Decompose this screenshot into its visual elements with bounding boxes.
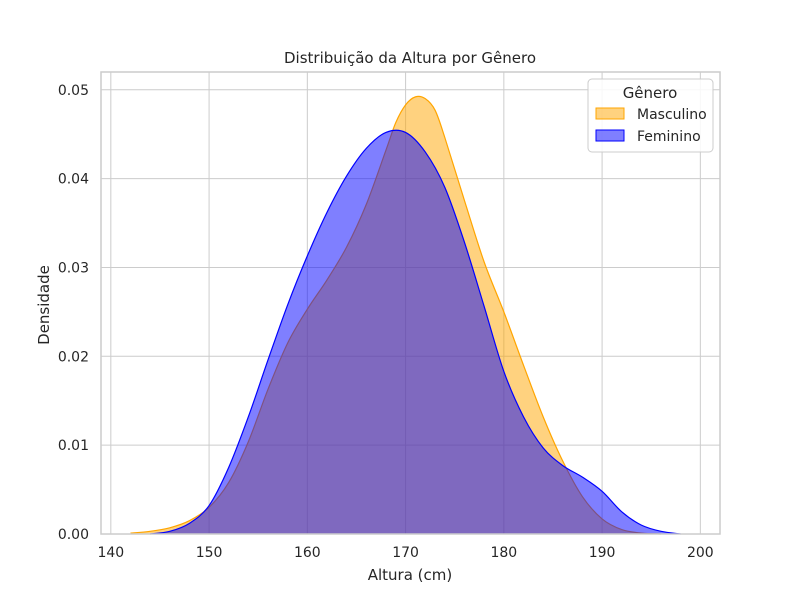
density-line-feminino [150, 129, 681, 535]
y-axis-title: Densidade [35, 265, 53, 345]
plot-frame [100, 71, 721, 535]
x-tick-label: 150 [196, 545, 223, 561]
legend-label-masculino: Masculino [637, 107, 707, 123]
y-tick-label: 0.00 [58, 527, 89, 543]
x-tick-label: 170 [392, 545, 419, 561]
x-tick-label: 160 [294, 545, 321, 561]
density-area-feminino [150, 130, 681, 534]
legend-title: Gênero [623, 84, 678, 102]
y-tick-label: 0.04 [58, 172, 89, 188]
chart-title: Distribuição da Altura por Gênero [284, 49, 536, 67]
x-axis-title: Altura (cm) [368, 566, 453, 584]
y-tick-label: 0.03 [58, 260, 89, 276]
plot-border [100, 71, 721, 535]
legend: Gênero Masculino Feminino [587, 78, 714, 153]
tick-labels: 140 150 160 170 180 190 200 0.00 0.01 0.02 0.03 0.0… [58, 83, 714, 561]
x-tick-label: 200 [687, 545, 714, 561]
x-tick-label: 190 [589, 545, 616, 561]
density-areas [130, 95, 681, 535]
legend-swatch-feminino [595, 129, 625, 142]
x-tick-label: 180 [490, 545, 517, 561]
x-tick-label: 140 [97, 545, 124, 561]
y-tick-label: 0.05 [58, 83, 89, 99]
legend-swatch-masculino [595, 107, 625, 120]
y-tick-label: 0.01 [58, 438, 89, 454]
y-tick-label: 0.02 [58, 349, 89, 365]
legend-label-feminino: Feminino [637, 129, 701, 145]
